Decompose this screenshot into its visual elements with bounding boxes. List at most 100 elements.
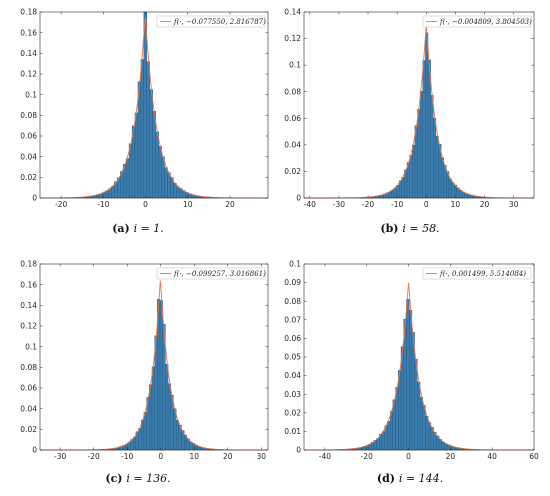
histogram-bar [425,32,429,199]
y-tick-label: 0.05 [284,353,301,362]
panel-caption: (c) i = 136. [105,472,170,485]
legend-label: f(·, −0.099257, 3.016861) [173,270,266,278]
caption-letter: (c) [105,472,126,485]
y-tick-label: 0.1 [25,342,37,351]
histogram-bar [399,180,402,199]
histogram-bar [401,177,405,199]
histogram-bar [398,370,402,451]
legend-box [422,15,532,28]
axes-box [303,11,535,199]
legend-label: f(·, −0.077550, 2.816787) [173,18,266,26]
histogram-bar [428,422,432,451]
histogram-bar [391,189,395,199]
y-tick-label: 0.08 [20,363,37,372]
x-tick-label: -10 [121,452,133,461]
x-tick-label: 40 [487,452,497,461]
x-tick-label: 0 [158,452,163,461]
histogram-bar [143,11,148,199]
histogram-bar [155,131,159,199]
histogram-bar [387,421,391,451]
caption-text: i = 58. [402,222,439,235]
legend-box [156,267,266,280]
histogram-bar [392,399,396,451]
histogram-bar [408,310,413,451]
x-tick-label: -10 [97,200,109,209]
chart-panel-2: -40 -30 -20 -10 0 10 20 30 0 0.02 0.04 0.06 0.08 0.1 0… [284,8,535,235]
histogram-bar [108,188,112,199]
caption-letter: (b) [380,222,402,235]
y-tick-label: 0.08 [20,111,37,120]
x-tick-label: 20 [446,452,456,461]
legend-box [422,267,532,280]
histogram-bar [440,157,444,199]
histogram-bar [459,190,463,199]
y-tick-label: 0.07 [284,315,301,324]
x-tick-label: 10 [451,200,461,209]
histogram-bar [164,167,168,199]
y-tick-label: 0.01 [284,427,301,436]
histogram-bar [414,125,418,199]
histogram-bar [417,109,421,199]
x-tick-label: 30 [257,452,267,461]
histogram-bar [393,187,397,199]
histogram-bar [149,89,153,199]
histogram-bar [138,428,142,451]
y-tick-label: 0.12 [284,34,301,43]
histogram-bar [425,415,429,451]
legend-label: f(·, −0.004809, 3.804503) [439,18,532,26]
histogram-bar [134,112,139,199]
axes-box [39,263,269,451]
y-tick-label: 0.14 [20,49,37,58]
y-tick-label: 0.06 [284,334,301,343]
y-tick-label: 0.06 [20,384,37,393]
x-tick-label: -40 [304,200,316,209]
y-tick-label: 0.02 [284,167,301,176]
histogram-bar [124,444,129,451]
histogram-bar [388,191,392,199]
y-tick-label: 0.18 [20,8,37,17]
x-tick-label: 0 [424,200,429,209]
y-tick-label: 0.14 [20,301,37,310]
panel-caption: (b) i = 58. [380,222,439,235]
x-tick-label: -40 [319,452,331,461]
histogram-bar [451,182,455,199]
x-tick-label: 20 [225,200,235,209]
y-tick-label: 0.16 [20,280,37,289]
histogram-bar [175,420,179,451]
y-tick-label: 0 [32,446,37,455]
histogram-bar [419,397,423,451]
y-tick-label: 0 [296,194,301,203]
caption-text: i = 1. [134,222,164,235]
y-tick-label: 0.12 [20,322,37,331]
histogram-bar [412,144,416,199]
histogram-bar [419,91,423,199]
y-tick-label: 0 [32,194,37,203]
x-tick-label: 20 [480,200,490,209]
x-tick-label: -20 [362,200,374,209]
y-tick-label: 0.02 [284,408,301,417]
histogram-bar [422,60,426,199]
histogram-bar [404,169,408,199]
legend-box [156,15,266,28]
legend-label: f(·, 0.001499, 5.514084) [439,270,526,278]
y-tick-label: 0.18 [20,260,37,269]
histogram-bar [422,405,426,451]
y-tick-label: 0.16 [20,28,37,37]
histogram-bar [111,186,115,199]
y-tick-label: 0.12 [20,70,37,79]
x-tick-label: -20 [88,452,100,461]
x-tick-label: 10 [189,452,199,461]
histogram-bar [167,383,171,451]
x-tick-label: 0 [406,452,411,461]
caption-letter: (a) [112,222,133,235]
histogram-bar [133,437,137,451]
histogram-bar [406,162,410,199]
x-tick-label: -20 [55,200,67,209]
chart-panel-3: -30 -20 -10 0 10 20 30 0 0.02 0.04 0.06 0.08 0.1 0.12… [20,260,269,485]
chart-panel-4: -40 -20 0 20 40 60 0 0.01 0.02 0.03 0.04 0.05 0.06 0.… [284,260,539,485]
histogram-bar [176,186,180,199]
histogram-bar [167,172,171,199]
caption-text: i = 144. [399,472,443,485]
y-tick-label: 0.14 [284,8,301,17]
